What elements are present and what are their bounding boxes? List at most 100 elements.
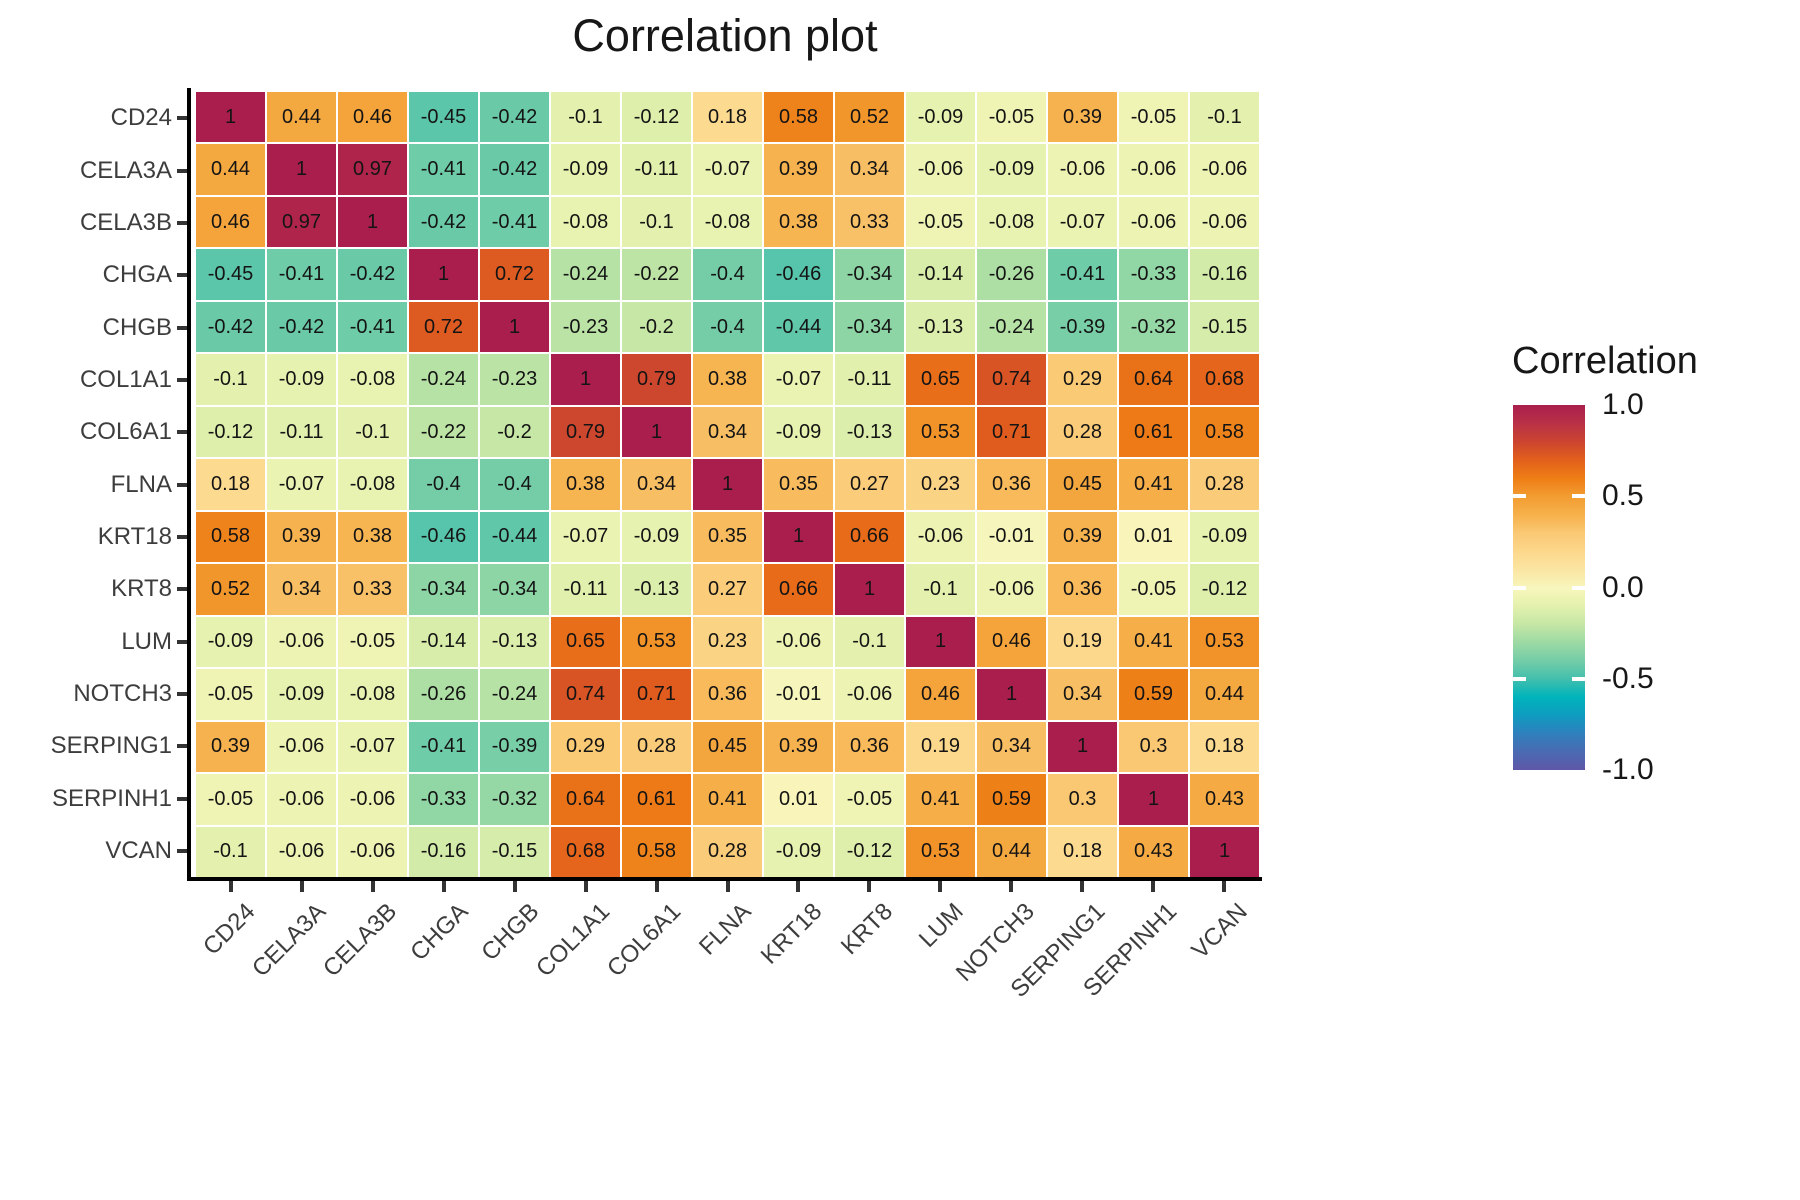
heatmap-cell: 1 [622, 406, 691, 458]
heatmap-cell: 0.71 [977, 406, 1046, 458]
heatmap-cell: -0.07 [267, 459, 336, 510]
heatmap-cell: -0.09 [906, 92, 975, 143]
legend-tick-mark [1572, 585, 1585, 590]
heatmap-cell: 0.97 [338, 144, 407, 195]
heatmap-cell: -0.23 [480, 354, 549, 405]
heatmap-cell: 0.43 [1119, 826, 1188, 877]
x-axis-label: KRT8 [836, 898, 899, 961]
x-axis-tick [371, 881, 376, 892]
heatmap-cell: -0.09 [551, 144, 620, 195]
x-axis-label: KRT18 [755, 898, 828, 970]
heatmap-cell: -0.06 [1048, 144, 1117, 195]
heatmap-cell: -0.11 [835, 354, 904, 405]
heatmap-cell: 1 [906, 616, 975, 668]
heatmap-cell: -0.06 [906, 511, 975, 563]
heatmap-cell: -0.08 [693, 196, 762, 248]
heatmap-cell: -0.06 [906, 144, 975, 195]
legend-tick-label: -1.0 [1602, 753, 1654, 786]
heatmap-cell: -0.06 [338, 826, 407, 877]
heatmap-cell: -0.12 [622, 92, 691, 143]
heatmap-cell: 0.33 [835, 196, 904, 248]
heatmap-cell: -0.22 [622, 249, 691, 300]
y-axis-tick [177, 691, 187, 696]
heatmap-cell: 0.41 [1119, 616, 1188, 668]
heatmap-cell: 0.34 [267, 564, 336, 615]
heatmap-cell: -0.09 [622, 511, 691, 563]
heatmap-cell: 0.33 [338, 564, 407, 615]
heatmap-cell: 0.72 [480, 249, 549, 300]
heatmap-cell: -0.41 [480, 196, 549, 248]
heatmap-cell: -0.42 [196, 301, 265, 353]
heatmap-cell: -0.39 [480, 721, 549, 773]
heatmap-cell: -0.05 [835, 774, 904, 825]
legend-tick-label: 0.5 [1602, 479, 1644, 513]
heatmap-cell: 0.52 [196, 564, 265, 615]
heatmap-cell: -0.4 [480, 459, 549, 510]
heatmap-cell: 0.68 [551, 826, 620, 877]
x-axis-tick [229, 881, 234, 892]
x-axis-label: COL1A1 [530, 898, 615, 983]
heatmap-cell: -0.08 [338, 354, 407, 405]
heatmap-grid: 1 0.44 0.46 -0.45 -0.42 -0.1 -0.12 0.18 0.58 0.52… [196, 92, 1259, 877]
heatmap-cell: -0.1 [338, 406, 407, 458]
y-axis-tick [177, 273, 187, 278]
heatmap-cell: -0.34 [835, 301, 904, 353]
heatmap-cell: -0.26 [409, 669, 478, 720]
heatmap-cell: -0.05 [906, 196, 975, 248]
heatmap-cell: 0.97 [267, 196, 336, 248]
heatmap-cell: 0.39 [764, 144, 833, 195]
heatmap-cell: 0.39 [1048, 92, 1117, 143]
heatmap-cell: -0.41 [338, 301, 407, 353]
heatmap-cell: -0.4 [409, 459, 478, 510]
x-axis-tick [442, 881, 447, 892]
heatmap-cell: -0.06 [1119, 144, 1188, 195]
heatmap-cell: 0.72 [409, 301, 478, 353]
heatmap-cell: -0.24 [480, 669, 549, 720]
heatmap-cell: 1 [693, 459, 762, 510]
y-axis-tick [177, 744, 187, 749]
heatmap-cell: 0.39 [1048, 511, 1117, 563]
y-axis-label: CELA3A [79, 156, 172, 184]
heatmap-cell: 0.18 [1190, 721, 1259, 773]
heatmap-cell: 0.38 [338, 511, 407, 563]
heatmap-cell: -0.09 [196, 616, 265, 668]
y-axis-label: CD24 [110, 104, 172, 132]
heatmap-cell: -0.15 [1190, 301, 1259, 353]
heatmap-cell: 1 [1048, 721, 1117, 773]
heatmap-cell: -0.24 [977, 301, 1046, 353]
x-axis-tick [654, 881, 659, 892]
heatmap-cell: -0.11 [267, 406, 336, 458]
y-axis-label: KRT8 [111, 575, 172, 603]
heatmap-cell: -0.46 [409, 511, 478, 563]
y-axis-label: VCAN [105, 836, 172, 864]
heatmap-cell: -0.2 [480, 406, 549, 458]
heatmap-cell: -0.1 [196, 354, 265, 405]
heatmap-cell: -0.1 [196, 826, 265, 877]
heatmap-cell: 0.52 [835, 92, 904, 143]
y-axis-tick [177, 796, 187, 801]
heatmap-cell: -0.1 [551, 92, 620, 143]
heatmap-cell: 0.64 [551, 774, 620, 825]
heatmap-cell: 0.19 [906, 721, 975, 773]
heatmap-cell: -0.09 [267, 354, 336, 405]
heatmap-cell: 0.74 [551, 669, 620, 720]
heatmap-cell: 0.46 [338, 92, 407, 143]
heatmap-cell: 0.58 [196, 511, 265, 563]
heatmap-cell: -0.33 [409, 774, 478, 825]
heatmap-cell: -0.41 [409, 144, 478, 195]
heatmap-cell: 1 [764, 511, 833, 563]
heatmap-cell: -0.05 [977, 92, 1046, 143]
heatmap-cell: -0.06 [267, 774, 336, 825]
heatmap-cell: -0.41 [1048, 249, 1117, 300]
heatmap-cell: -0.4 [693, 249, 762, 300]
heatmap-cell: -0.15 [480, 826, 549, 877]
heatmap-cell: 0.19 [1048, 616, 1117, 668]
heatmap-cell: -0.12 [835, 826, 904, 877]
heatmap-cell: -0.01 [764, 669, 833, 720]
heatmap-cell: 0.28 [1190, 459, 1259, 510]
heatmap-cell: -0.34 [409, 564, 478, 615]
heatmap-cell: -0.41 [267, 249, 336, 300]
heatmap-cell: 0.39 [267, 511, 336, 563]
heatmap-cell: -0.42 [480, 144, 549, 195]
